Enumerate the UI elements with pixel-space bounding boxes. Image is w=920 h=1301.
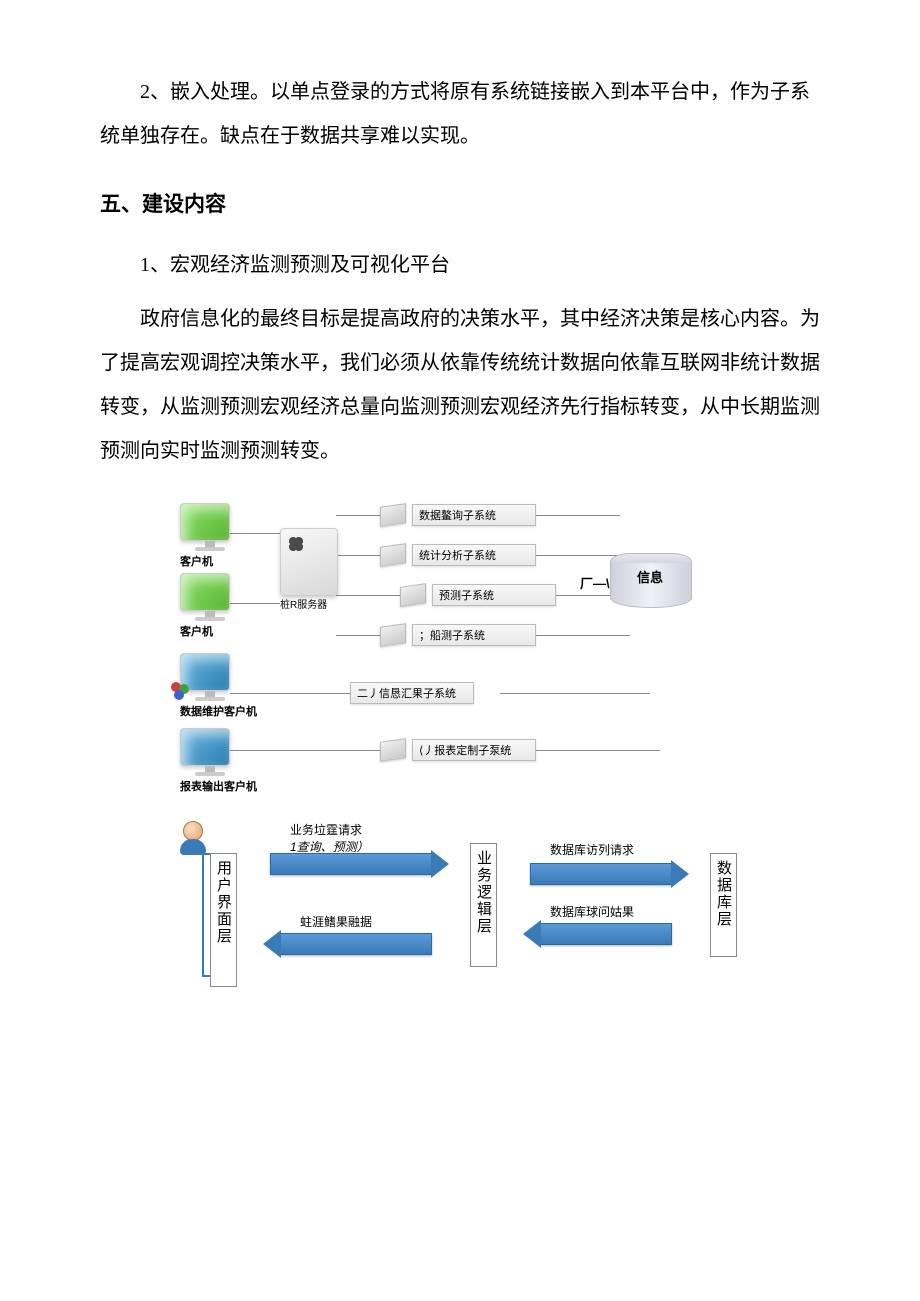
paragraph-embed: 2、嵌入处理。以单点登录的方式将原有系统链接嵌入到本平台中，作为子系统单独存在。… xyxy=(100,70,820,158)
flow-arrow-right xyxy=(270,853,432,875)
server-label: 桩R服务器 xyxy=(280,596,327,611)
client-label: 客户机 xyxy=(180,553,213,569)
database-extra-label: 厂—\ xyxy=(580,573,610,592)
connector-line xyxy=(336,595,400,596)
subsystem-label: 预测子系统 xyxy=(432,584,556,606)
subsystem-box: 二丿信恳汇果子系统 xyxy=(350,681,474,705)
client-monitor-icon xyxy=(180,503,240,558)
subsystem-label: 统计分析子系统 xyxy=(412,544,536,566)
subsystem-label: ；船测子系统 xyxy=(412,624,536,646)
subsystem-label: 数据鳌询子系统 xyxy=(412,504,536,526)
layer-label: 数据库层 xyxy=(710,853,737,957)
subsystem-label: ⟨丿报表定制子泵统 xyxy=(412,739,536,761)
client-label: 客户机 xyxy=(180,623,213,639)
subsystem-box: 预测子系统 xyxy=(400,583,556,607)
subsystem-label: 二丿信恳汇果子系统 xyxy=(350,682,474,704)
subsystem-box: ⟨丿报表定制子泵统 xyxy=(380,738,536,762)
connector-line xyxy=(336,635,380,636)
architecture-lower: 用户界面层业务逻辑层数据库层业务垃霆请求1查询、预测）数据库访列请求蛀涯鳍果融据… xyxy=(180,813,780,983)
client-monitor-icon xyxy=(180,728,240,783)
connector-line xyxy=(530,555,620,556)
document-page: 2、嵌入处理。以单点登录的方式将原有系统链接嵌入到本平台中，作为子系统单独存在。… xyxy=(0,0,920,1053)
user-icon xyxy=(180,821,206,855)
subsystem-box: 统计分析子系统 xyxy=(380,543,536,567)
connector-line xyxy=(530,515,620,516)
connector-line xyxy=(530,750,660,751)
arrow-label: 业务垃霆请求1查询、预测） xyxy=(290,821,369,855)
system-diagram: 客户机客户机数据维护客户机报表输出客户机桩R服务器数据鳌询子系统统计分析子系统预… xyxy=(180,503,780,993)
database-label: 信息 xyxy=(610,567,690,586)
connector-line xyxy=(230,693,350,694)
connector-line xyxy=(336,555,380,556)
layer-label: 用户界面层 xyxy=(210,853,237,987)
client-monitor-icon xyxy=(180,573,240,628)
connector-line xyxy=(530,635,630,636)
layer-label: 业务逻辑层 xyxy=(470,843,497,967)
flow-arrow-left xyxy=(280,933,432,955)
architecture-upper: 客户机客户机数据维护客户机报表输出客户机桩R服务器数据鳌询子系统统计分析子系统预… xyxy=(180,503,780,813)
server-icon xyxy=(280,528,338,596)
section-heading-5: 五、建设内容 xyxy=(100,188,820,218)
connector-line xyxy=(336,515,380,516)
flow-arrow-left xyxy=(540,923,672,945)
arrow-label: 数据库访列请求 xyxy=(550,841,634,858)
subsystem-box: ；船测子系统 xyxy=(380,623,536,647)
flow-arrow-right xyxy=(530,863,672,885)
connector-line xyxy=(230,750,380,751)
client-label: 数据维护客户机 xyxy=(180,703,257,719)
connector-line xyxy=(500,693,650,694)
arrow-label: 蛀涯鳍果融据 xyxy=(300,913,372,930)
client-label: 报表输出客户机 xyxy=(180,778,257,794)
subsystem-box: 数据鳌询子系统 xyxy=(380,503,536,527)
database-icon: 信息 xyxy=(610,553,690,613)
paragraph-macro: 政府信息化的最终目标是提高政府的决策水平，其中经济决策是核心内容。为了提高宏观调… xyxy=(100,297,820,473)
arrow-label: 数据库球问姑果 xyxy=(550,903,634,920)
client-monitor-icon xyxy=(180,653,240,708)
subsection-1: 1、宏观经济监测预测及可视化平台 xyxy=(100,248,820,277)
